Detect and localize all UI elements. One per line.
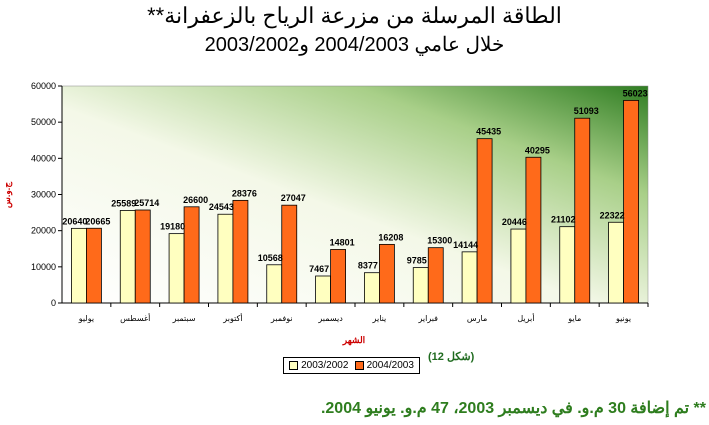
bar-2003 (134, 209, 151, 304)
data-label: 20446 (502, 217, 527, 227)
data-label: 25589 (111, 198, 136, 208)
y-tick-label: 20000 (31, 226, 56, 236)
chart-subtitle: خلال عامي 2004/2003 و2003/2002 (204, 34, 505, 56)
bar-2003 (281, 204, 298, 304)
data-label: 16208 (378, 232, 403, 242)
data-label: 7467 (309, 264, 329, 274)
data-label: 26600 (183, 195, 208, 205)
y-tick-label: 50000 (31, 117, 56, 127)
bar-2002 (364, 272, 380, 304)
y-tick-label: 10000 (31, 262, 56, 272)
data-label: 22322 (600, 210, 625, 220)
x-tick-label: مارس (467, 314, 487, 323)
bar-2002 (168, 233, 185, 304)
data-label: 56023 (623, 88, 648, 98)
x-tick-label: مايو (567, 314, 581, 323)
legend-swatch-2002 (289, 361, 299, 370)
bar-2002 (461, 251, 478, 304)
data-label: 40295 (525, 145, 550, 155)
x-tick-label: سبتمبر (172, 314, 196, 323)
data-label: 20665 (85, 216, 110, 226)
bar-2002 (217, 213, 234, 304)
bar-2003 (183, 206, 200, 304)
y-tick-label: 30000 (31, 190, 56, 200)
x-tick-label: أغسطس (120, 313, 150, 323)
bar-2003 (525, 156, 542, 304)
bar-2003 (330, 249, 346, 304)
data-label: 45435 (476, 127, 501, 137)
data-label: 15300 (427, 236, 452, 246)
x-tick-label: أكتوبر (222, 313, 242, 323)
bar-2003 (623, 99, 639, 304)
bar-2003 (232, 199, 249, 304)
data-label: 28376 (232, 188, 257, 198)
data-label: 21102 (551, 215, 576, 225)
bar-2002 (119, 210, 136, 304)
y-tick-label: 0 (51, 298, 56, 308)
x-tick-label: يناير (372, 314, 387, 323)
figure-label: (شكل 12) (428, 351, 475, 363)
x-tick-label: يوليو (78, 314, 94, 323)
data-label: 27047 (281, 193, 306, 203)
legend-label-2002: 2003/2002 (301, 360, 349, 371)
legend-swatch-2003 (354, 361, 364, 370)
legend-item-2002: 2003/2002 (289, 360, 348, 371)
bar-2002 (315, 275, 331, 304)
x-axis-title: الشهر (342, 335, 365, 346)
bar-2002 (559, 226, 576, 304)
data-label: 20640 (62, 216, 87, 226)
bar-2003 (427, 247, 444, 304)
bar-2002 (510, 228, 527, 304)
chart-title: الطاقة المرسلة من مزرعة الرياح بالزعفران… (147, 3, 562, 28)
data-label: 24543 (209, 202, 234, 212)
bar-2002 (412, 267, 429, 304)
data-label: 14144 (453, 240, 478, 250)
legend-item-2003: 2004/2003 (354, 360, 414, 371)
plot-area (61, 85, 649, 304)
x-tick-label: ديسمبر (317, 314, 343, 323)
bar-2002 (71, 227, 87, 304)
footnote: ** تم إضافة 30 م.و. في ديسمبر 2003، 47 م… (320, 400, 706, 417)
x-tick-label: فبراير (417, 314, 438, 323)
x-tick-label: أبريل (517, 313, 534, 323)
data-label: 10568 (258, 253, 283, 263)
bar-2003 (574, 117, 591, 304)
legend-label-2003: 2004/2003 (366, 360, 414, 371)
bar-2002 (608, 221, 624, 304)
data-label: 51093 (574, 106, 599, 116)
data-label: 19180 (160, 222, 185, 232)
bar-2003 (379, 243, 395, 304)
x-tick-label: نوفمبر (270, 314, 293, 323)
bar-2002 (266, 264, 283, 304)
chart-legend: 2003/2002 2004/2003 (283, 357, 420, 374)
y-tick-label: 60000 (31, 81, 56, 91)
data-label: 14801 (330, 237, 355, 247)
bar-2003 (476, 138, 493, 304)
data-label: 25714 (134, 198, 159, 208)
data-label: 9785 (407, 256, 427, 266)
x-tick-label: يونيو (615, 314, 631, 323)
y-tick-label: 40000 (31, 153, 56, 163)
bar-2003 (86, 227, 102, 304)
y-axis-title: ج.و.س (2, 182, 13, 208)
data-label: 8377 (358, 261, 378, 271)
